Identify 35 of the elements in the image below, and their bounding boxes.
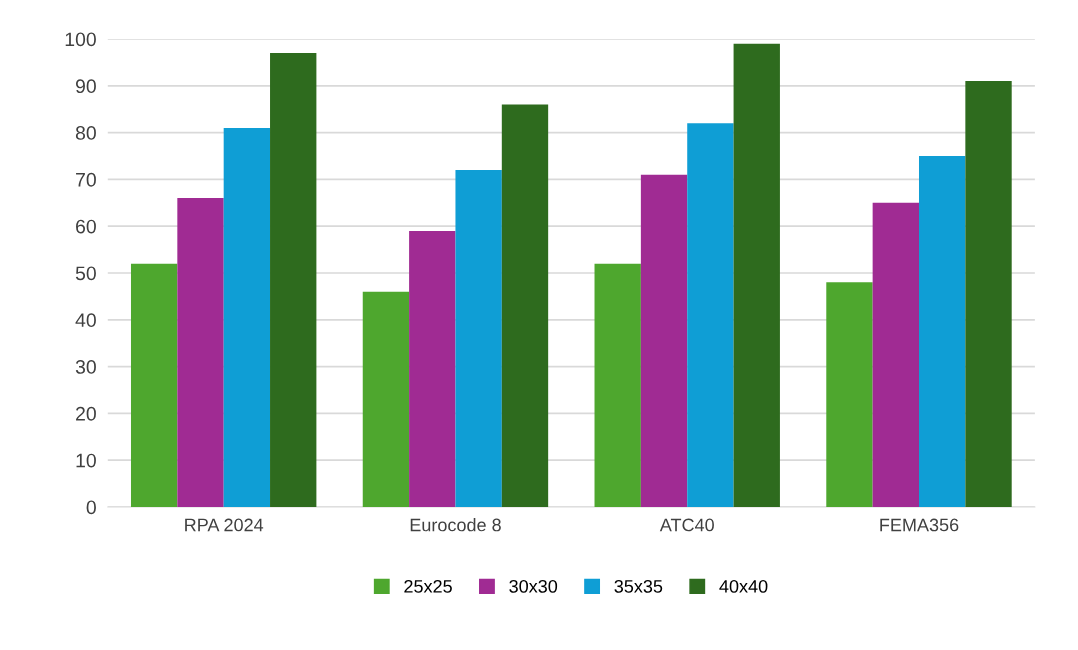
- y-tick-label: 40: [75, 313, 96, 328]
- y-tick-label: 70: [76, 172, 96, 187]
- x-tick-label: FEMA356: [880, 518, 959, 532]
- bar: [594, 263, 641, 507]
- y-tick-label: 10: [76, 453, 96, 468]
- y-tick-label: 100: [65, 32, 96, 47]
- bar: [409, 230, 456, 507]
- legend-label: 35x35: [614, 579, 663, 593]
- bar: [270, 53, 317, 507]
- bar: [687, 123, 734, 507]
- y-tick-label: 0: [86, 500, 96, 515]
- bar: [965, 81, 1012, 507]
- y-tick-label: 50: [75, 266, 96, 281]
- legend-label: 25x25: [404, 579, 452, 593]
- x-tick-label: ATC40: [659, 518, 714, 532]
- bar: [223, 127, 271, 507]
- bar: [130, 263, 178, 507]
- bar: [640, 174, 688, 507]
- bar: [455, 170, 502, 507]
- legend-label: 40x40: [719, 579, 768, 593]
- bar: [501, 104, 549, 507]
- y-tick-label: 30: [75, 360, 96, 374]
- y-tick-label: 90: [75, 79, 96, 94]
- bar: [362, 291, 410, 507]
- legend-label: 30x30: [509, 579, 558, 593]
- bar: [733, 43, 780, 507]
- bar: [919, 156, 966, 507]
- bar: [826, 282, 873, 507]
- y-tick-label: 20: [76, 406, 96, 421]
- y-tick-label: 60: [76, 219, 96, 234]
- bar: [177, 198, 224, 507]
- x-tick-label: Eurocode 8: [410, 518, 501, 532]
- x-tick-label: RPA 2024: [185, 518, 264, 532]
- y-tick-label: 80: [75, 126, 96, 140]
- bar: [872, 202, 919, 507]
